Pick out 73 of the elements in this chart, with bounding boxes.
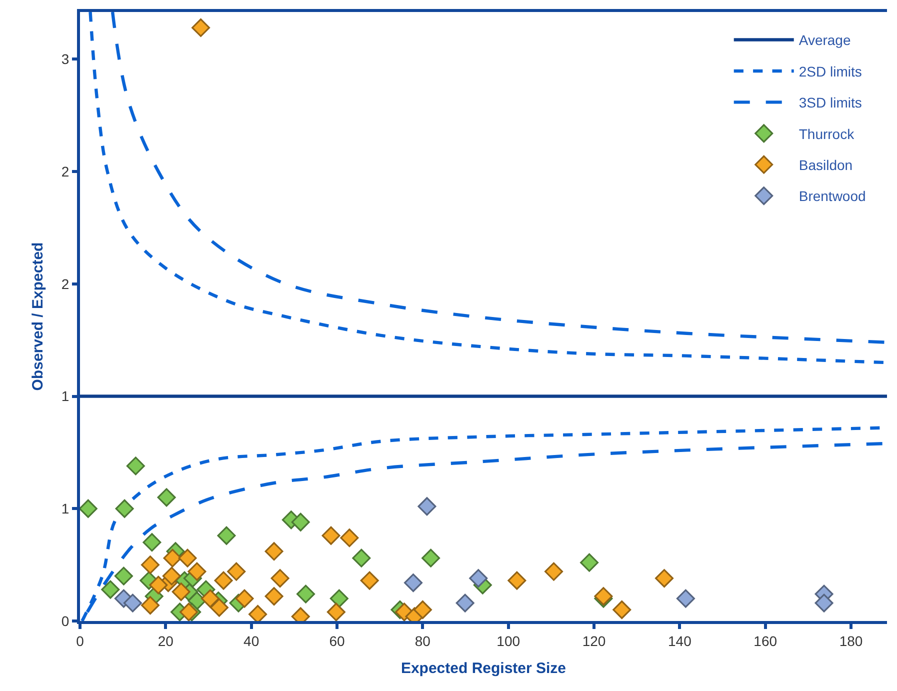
- point: [814, 594, 834, 612]
- y-tick-label: 2: [61, 276, 70, 292]
- x-tick-label: 120: [582, 632, 606, 649]
- point: [123, 594, 142, 612]
- point: [200, 589, 220, 608]
- point: [162, 566, 181, 586]
- y-tick-label: 3: [61, 51, 70, 68]
- point: [508, 571, 526, 590]
- legend-label: 3SD limits: [798, 94, 862, 111]
- point: [214, 571, 233, 590]
- point: [340, 528, 359, 548]
- legend-label: Thurrock: [798, 126, 856, 142]
- point: [115, 499, 134, 518]
- point: [101, 580, 120, 599]
- y-tick-label: 1: [61, 500, 70, 517]
- x-tick-label: 0: [76, 632, 84, 649]
- point: [235, 589, 254, 608]
- point: [180, 602, 198, 621]
- x-tick-label: 140: [668, 632, 692, 649]
- legend-label: Basildon: [798, 157, 853, 174]
- x-axis-title: Expected Register Size: [400, 660, 566, 677]
- legend-label: 2SD limits: [798, 63, 862, 80]
- point: [655, 569, 674, 588]
- point: [217, 526, 236, 545]
- point: [157, 488, 176, 507]
- point: [676, 589, 695, 608]
- point: [172, 582, 190, 602]
- point: [296, 584, 315, 604]
- point: [188, 562, 206, 581]
- point: [264, 542, 284, 561]
- legend-label: Brentwood: [798, 188, 866, 204]
- point: [142, 533, 162, 552]
- point: [456, 594, 474, 612]
- point: [291, 512, 310, 532]
- point: [270, 569, 290, 588]
- y-tick-label: 2: [61, 163, 70, 180]
- x-tick-label: 40: [244, 632, 260, 649]
- point: [322, 526, 340, 545]
- y-axis-title: Observed / Expected: [30, 242, 47, 391]
- point: [580, 553, 599, 572]
- point: [210, 598, 228, 617]
- point: [163, 548, 182, 568]
- point: [178, 548, 197, 568]
- point: [612, 600, 632, 620]
- x-tick-label: 180: [839, 632, 863, 649]
- point: [149, 576, 168, 594]
- point: [544, 562, 563, 581]
- x-tick-label: 100: [496, 632, 520, 649]
- point: [413, 600, 432, 620]
- x-tick-label: 20: [158, 632, 174, 649]
- point: [469, 569, 488, 588]
- point: [352, 548, 371, 568]
- x-tick-label: 160: [754, 632, 778, 649]
- y-tick-label: 0: [61, 612, 70, 629]
- point: [192, 18, 210, 37]
- point: [248, 605, 268, 621]
- legend-label: Average: [798, 32, 851, 48]
- point: [141, 596, 160, 615]
- point: [227, 562, 246, 581]
- point: [141, 556, 160, 574]
- point: [422, 548, 440, 568]
- point: [418, 497, 436, 516]
- point: [126, 456, 145, 476]
- point: [404, 574, 422, 592]
- y-tick-label: 1: [61, 388, 70, 404]
- point: [360, 571, 379, 590]
- x-tick-label: 60: [329, 632, 346, 649]
- point: [330, 589, 348, 608]
- point: [80, 499, 98, 518]
- point: [326, 602, 346, 621]
- x-tick-label: 80: [414, 632, 431, 649]
- point: [114, 566, 133, 586]
- point: [264, 587, 284, 606]
